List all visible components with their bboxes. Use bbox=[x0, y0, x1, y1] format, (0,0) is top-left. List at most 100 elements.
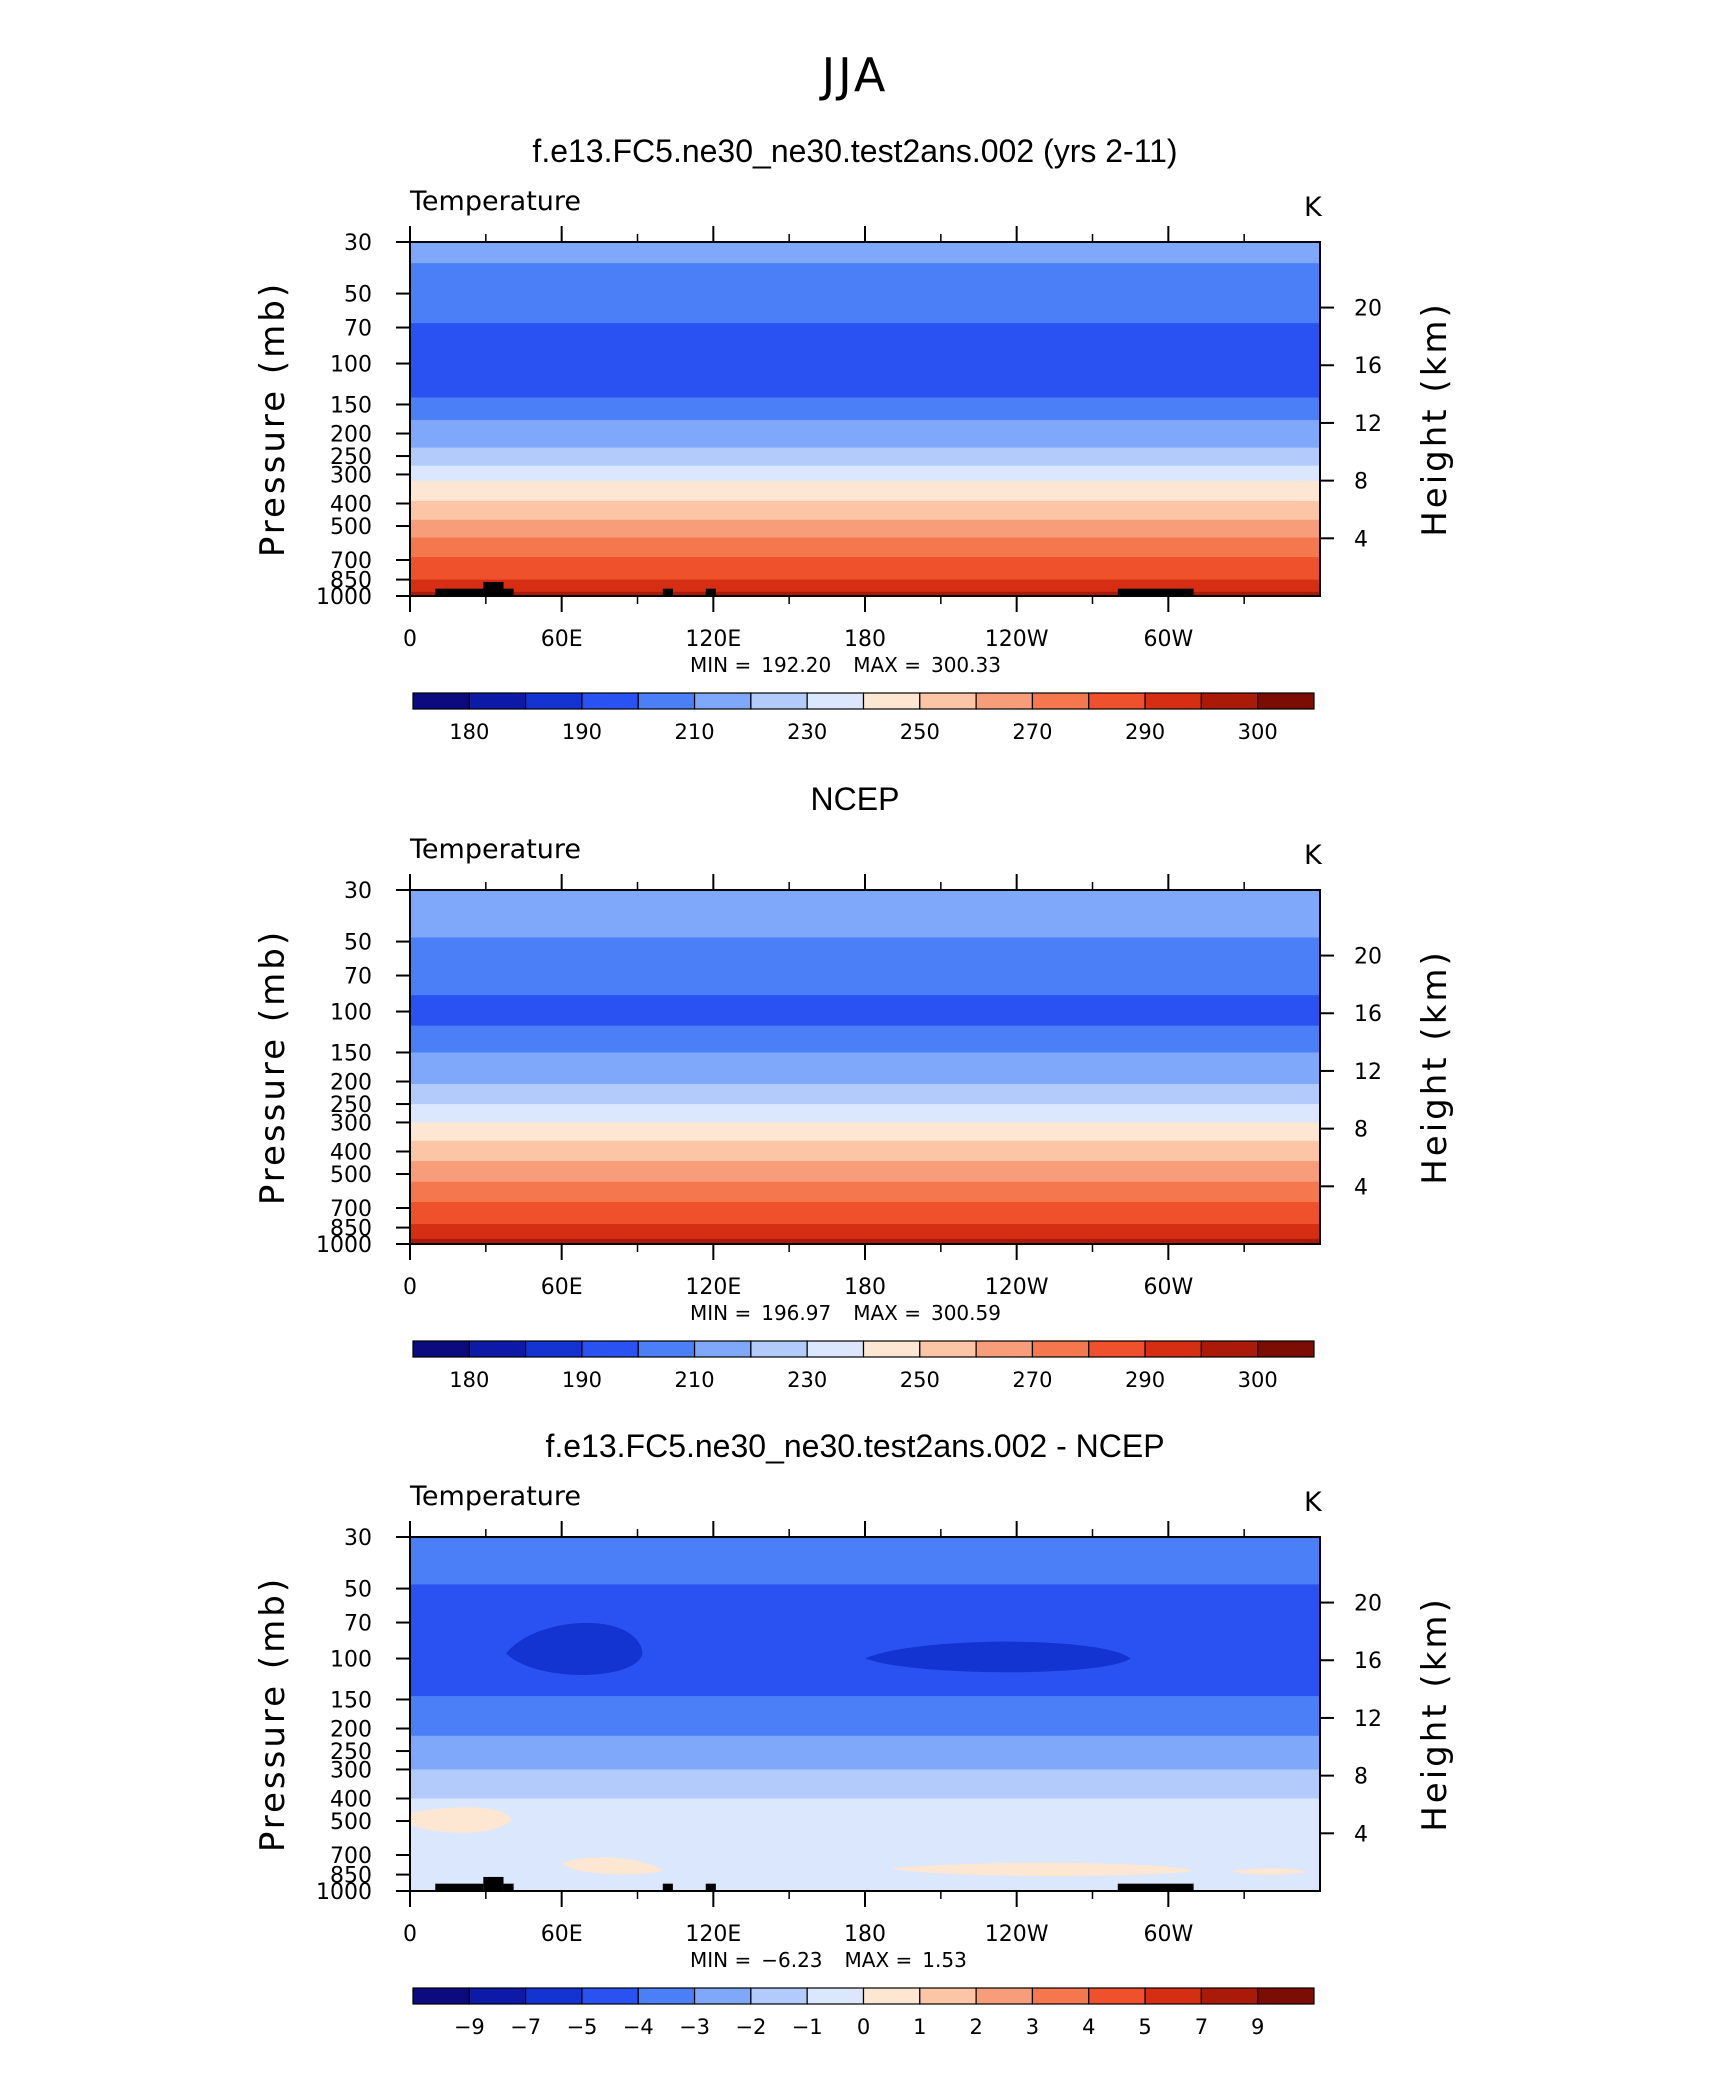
contour-band-13 bbox=[410, 591, 1320, 597]
colorbar-label: 290 bbox=[1125, 1368, 1165, 1392]
colorbar: −9 −7 −5 −4 −3 −2 −1 0 1 2 3 4 5 7 9 bbox=[412, 1987, 1315, 2039]
contour-band-10 bbox=[410, 1181, 1320, 1203]
colorbar-label: 0 bbox=[857, 2015, 870, 2039]
contour-band-7 bbox=[410, 1122, 1320, 1142]
min-label: MIN = bbox=[690, 1948, 752, 1972]
terrain-mask-3 bbox=[662, 588, 673, 596]
colorbar: 180 190 210 230 250 270 290 300 bbox=[412, 1340, 1315, 1392]
y-tick-label: 150 bbox=[330, 1041, 372, 1066]
y-tick-label: 850 bbox=[330, 1864, 372, 1889]
variable-label: Temperature bbox=[410, 186, 582, 217]
colorbar-box-3 bbox=[581, 1987, 639, 2005]
y-tick-label: 700 bbox=[330, 1197, 372, 1222]
contour-band-9 bbox=[410, 1161, 1320, 1183]
plot-svg: 0 60E 120E 180 120W 60W3050701001502002503004… bbox=[316, 874, 1382, 1392]
min-label: MIN = bbox=[690, 653, 752, 677]
x-tick-label: 180 bbox=[844, 1275, 886, 1300]
colorbar-box-15 bbox=[1257, 1987, 1315, 2005]
colorbar-label: 300 bbox=[1238, 1368, 1278, 1392]
colorbar-label: 1 bbox=[913, 2015, 926, 2039]
y-tick-label: 70 bbox=[344, 965, 372, 990]
figure-title: JJA bbox=[821, 48, 889, 102]
colorbar-label: 2 bbox=[969, 2015, 982, 2039]
contour-band-2 bbox=[410, 323, 1320, 399]
panel-title: f.e13.FC5.ne30_ne30.test2ans.002 (yrs 2-… bbox=[532, 133, 1178, 169]
y-tick-label: 500 bbox=[330, 515, 372, 540]
contour-band-12 bbox=[410, 579, 1320, 593]
x-tick-label: 0 bbox=[403, 1922, 417, 1947]
colorbar-label: 190 bbox=[562, 720, 602, 744]
y-tick-label: 30 bbox=[344, 231, 372, 256]
y-tick-label: 400 bbox=[330, 1787, 372, 1812]
x-tick-label: 120W bbox=[985, 1922, 1049, 1947]
colorbar-label: 9 bbox=[1251, 2015, 1264, 2039]
min-label: MIN = bbox=[690, 1301, 752, 1325]
y-tick-label: 300 bbox=[330, 1111, 372, 1136]
y2-tick-label: 8 bbox=[1354, 1118, 1368, 1143]
variable-label: Temperature bbox=[410, 834, 582, 865]
y-tick-label: 50 bbox=[344, 931, 372, 956]
y-tick-label: 400 bbox=[330, 1140, 372, 1165]
terrain-mask-1 bbox=[483, 1876, 504, 1891]
units-label: K bbox=[1304, 192, 1322, 223]
min-value: −6.23 bbox=[761, 1948, 823, 1972]
colorbar-label: −5 bbox=[566, 2015, 597, 2039]
colorbar-label: 5 bbox=[1138, 2015, 1151, 2039]
warm-patch-west bbox=[410, 1807, 512, 1833]
contour-band-4 bbox=[410, 420, 1320, 449]
plot-svg: 0 60E 120E 180 120W 60W3050701001502002503004… bbox=[316, 1521, 1382, 2039]
contour-band-5 bbox=[410, 1798, 1320, 1892]
y-tick-label: 250 bbox=[330, 1740, 372, 1765]
terrain-mask-4 bbox=[705, 588, 716, 596]
y-tick-label: 100 bbox=[330, 1001, 372, 1026]
y-tick-label: 400 bbox=[330, 492, 372, 517]
y2-tick-label: 12 bbox=[1354, 412, 1382, 437]
terrain-mask-1 bbox=[483, 581, 504, 596]
y2-tick-label: 4 bbox=[1354, 527, 1368, 552]
x-tick-label: 60E bbox=[541, 627, 583, 652]
colorbar-label: 250 bbox=[900, 720, 940, 744]
colorbar-box-14 bbox=[1200, 1987, 1259, 2005]
units-label: K bbox=[1304, 1487, 1322, 1518]
contour-band-1 bbox=[410, 937, 1320, 996]
colorbar-box-8 bbox=[862, 1987, 921, 2005]
x-tick-label: 60W bbox=[1143, 627, 1193, 652]
y-tick-label: 300 bbox=[330, 1758, 372, 1783]
y2-tick-label: 20 bbox=[1354, 297, 1382, 322]
colorbar-box-9 bbox=[919, 1987, 977, 2005]
colorbar-label: 270 bbox=[1012, 1368, 1052, 1392]
panel-title: f.e13.FC5.ne30_ne30.test2ans.002 - NCEP bbox=[545, 1428, 1165, 1464]
colorbar-box-5 bbox=[693, 1987, 752, 2005]
colorbar-box-10 bbox=[975, 1987, 1034, 2005]
colorbar-box-0 bbox=[412, 1987, 470, 2005]
contour-band-1 bbox=[410, 263, 1320, 324]
x-tick-label: 120W bbox=[985, 1275, 1049, 1300]
y2-tick-label: 12 bbox=[1354, 1707, 1382, 1732]
x-tick-label: 0 bbox=[403, 627, 417, 652]
contour-band-6 bbox=[410, 1104, 1320, 1124]
colorbar-label: 230 bbox=[787, 720, 827, 744]
chart-panel-3: f.e13.FC5.ne30_ne30.test2ans.002 - NCEP T… bbox=[0, 1295, 1710, 2039]
contour-band-8 bbox=[410, 500, 1320, 521]
warm-patch-india bbox=[561, 1857, 663, 1875]
min-max-stats: MIN = 196.97 MAX = 300.59 bbox=[690, 1301, 1011, 1325]
contour-band-0 bbox=[410, 242, 1320, 264]
terrain-mask-0 bbox=[435, 1883, 484, 1891]
variable-label: Temperature bbox=[410, 1481, 582, 1512]
colorbar-label: −9 bbox=[454, 2015, 485, 2039]
plot-svg: 0 60E 120E 180 120W 60W3050701001502002503004… bbox=[316, 226, 1382, 744]
x-tick-label: 180 bbox=[844, 1922, 886, 1947]
max-label: MAX = bbox=[844, 1948, 913, 1972]
x-tick-label: 120E bbox=[685, 1275, 741, 1300]
max-value: 300.33 bbox=[930, 653, 1001, 677]
y-tick-label: 150 bbox=[330, 393, 372, 418]
warm-patch-east bbox=[1231, 1868, 1308, 1875]
chart-panel-1: f.e13.FC5.ne30_ne30.test2ans.002 (yrs 2-… bbox=[0, 0, 1710, 744]
terrain-mask-5 bbox=[1117, 1883, 1194, 1891]
colorbar-label: 270 bbox=[1012, 720, 1052, 744]
contour-band-6 bbox=[410, 465, 1320, 482]
y-tick-label: 200 bbox=[330, 1718, 372, 1743]
colorbar-label: 290 bbox=[1125, 720, 1165, 744]
min-max-stats: MIN = −6.23 MAX = 1.53 bbox=[690, 1948, 977, 1972]
